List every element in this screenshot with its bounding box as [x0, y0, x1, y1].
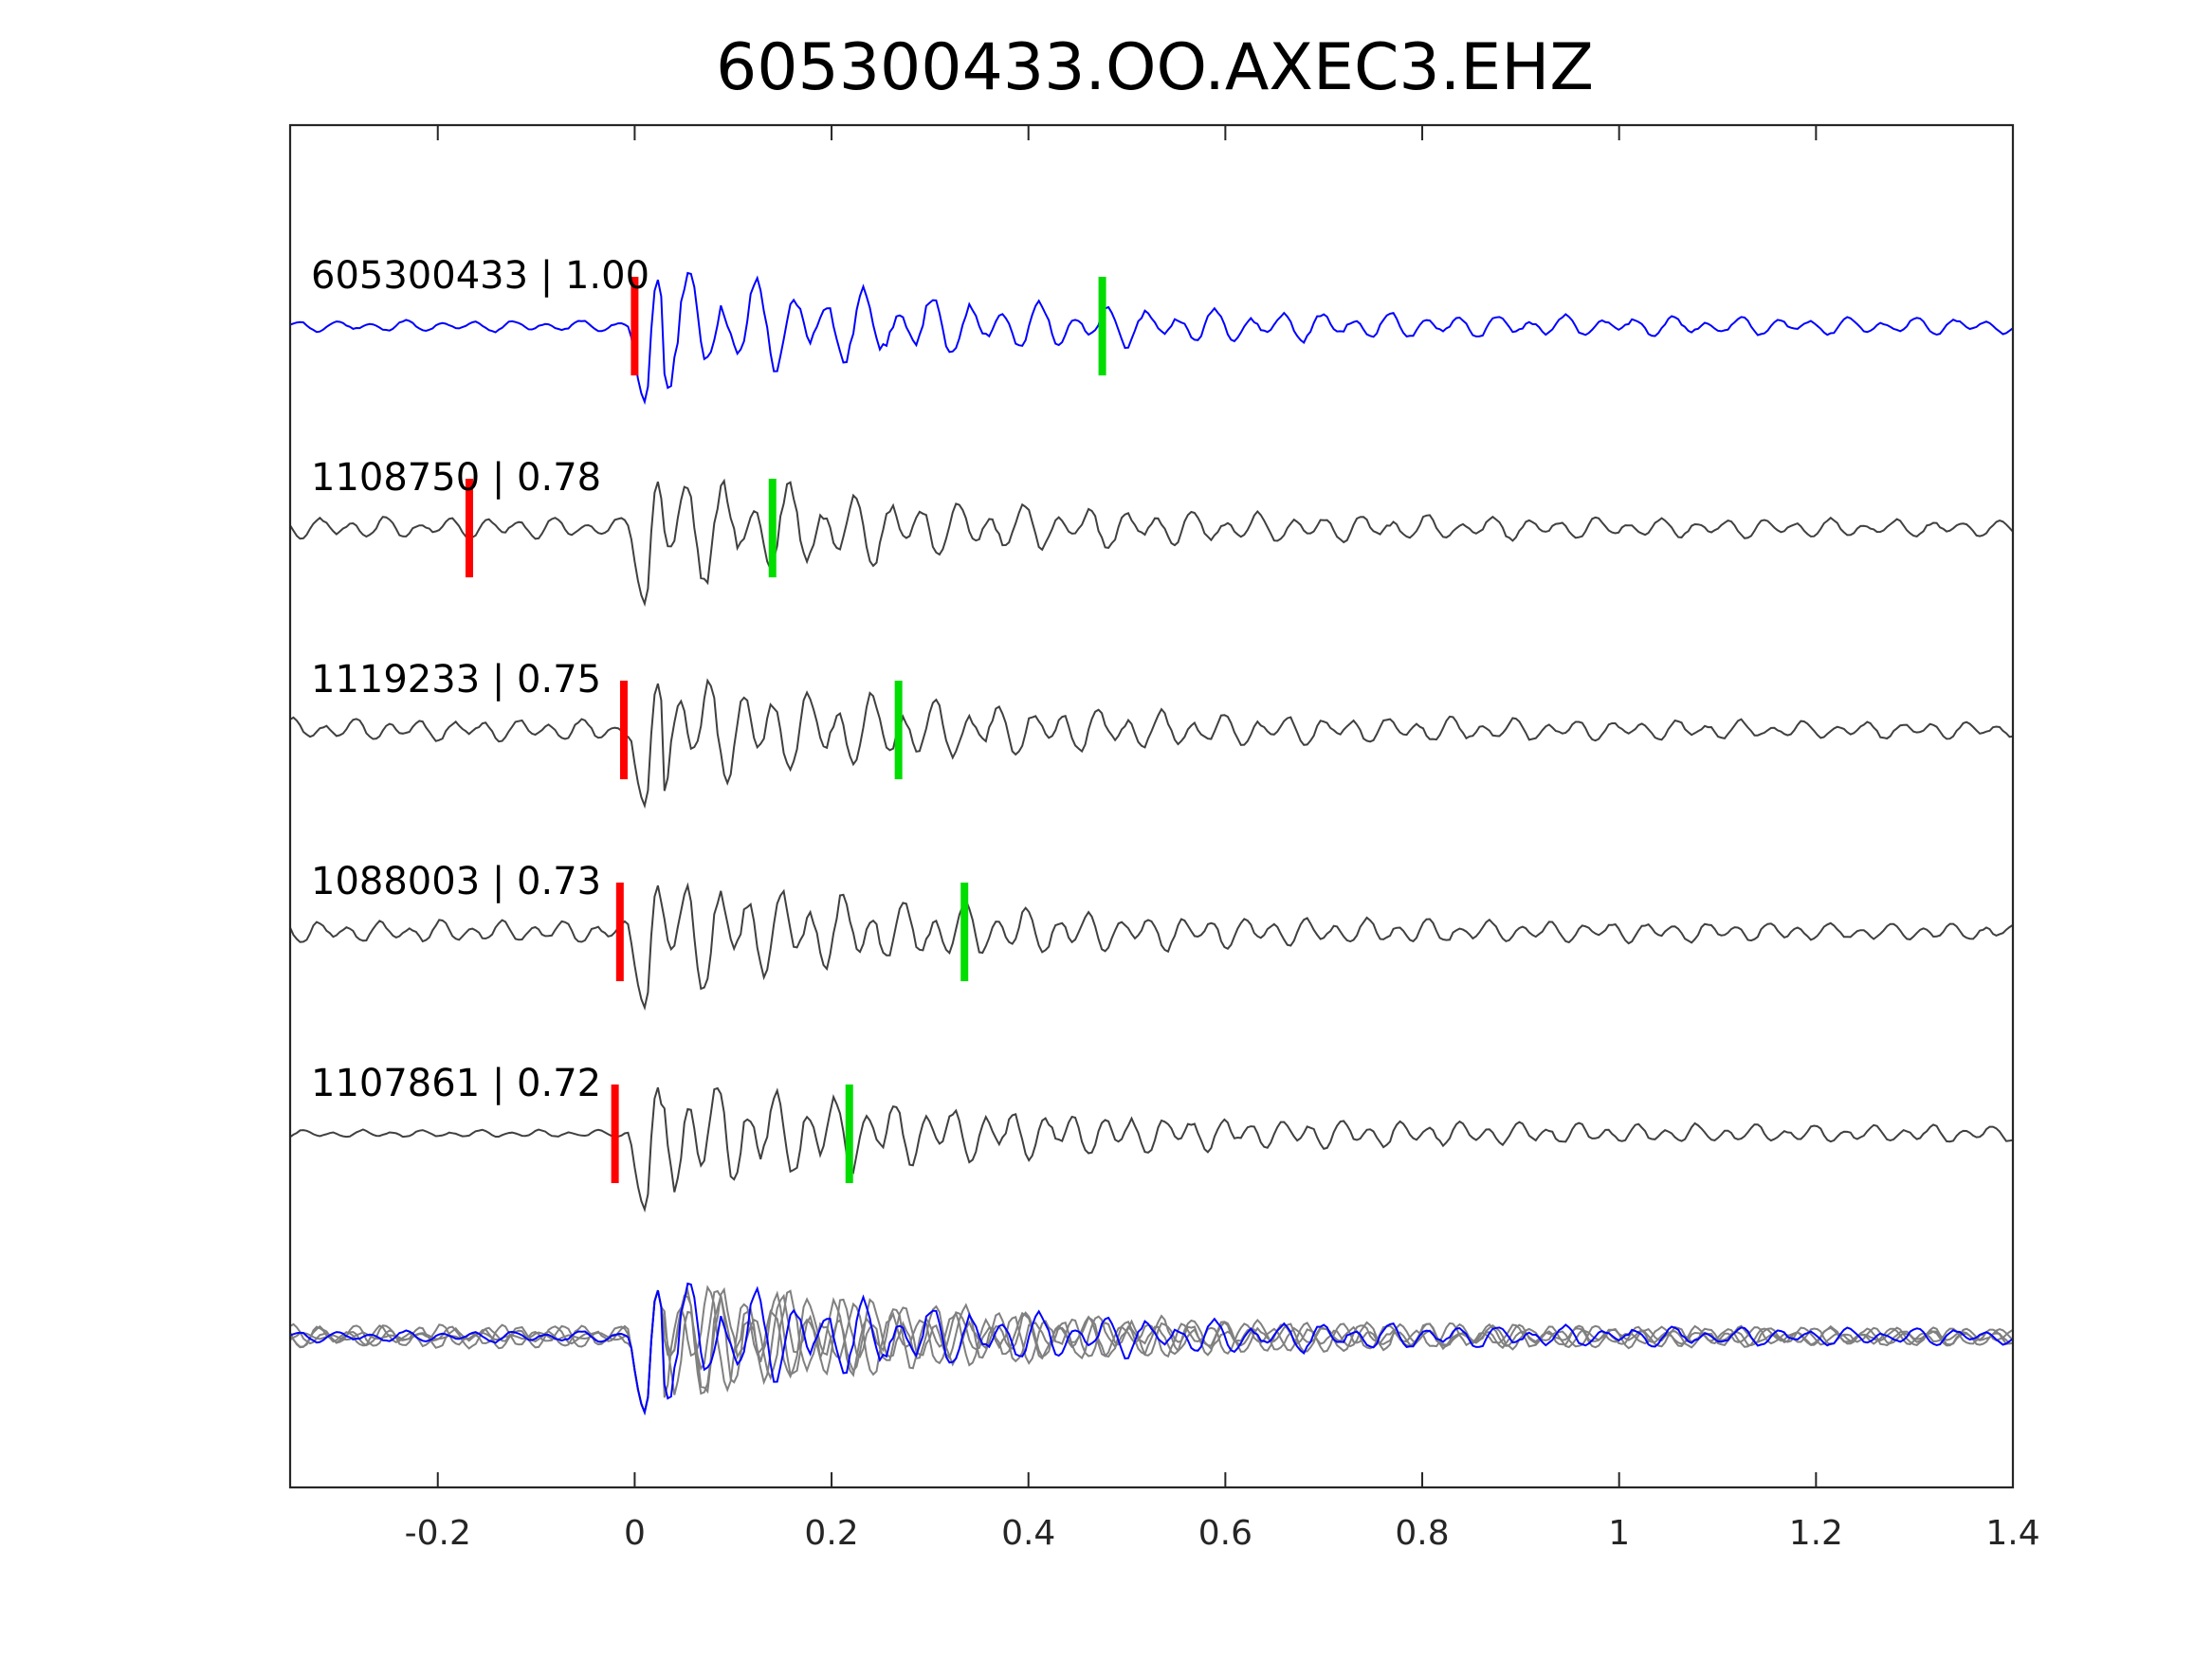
chart-title: 605300433.OO.AXEC3.EHZ	[716, 30, 1594, 105]
x-axis: -0.2 0 0.2 0.4 0.6 0.8 1 1.2 1.4	[405, 125, 2040, 1553]
trace-label-1088003: 1088003 | 0.73	[311, 860, 601, 903]
trace-line-1088003	[289, 882, 2014, 1012]
trace-line-1119233	[289, 678, 2014, 810]
picks-layer	[465, 277, 1106, 1183]
trace-line-605300433	[289, 271, 2014, 406]
x-tick-label: 0.2	[804, 1514, 858, 1553]
trace-line-1107861	[289, 1086, 2014, 1213]
traces-layer	[289, 271, 2014, 1416]
trace-label-1119233: 1119233 | 0.75	[311, 658, 601, 702]
overlay-trace-1088003	[289, 1286, 2014, 1416]
x-tick-label: 0.4	[1001, 1514, 1055, 1553]
plot-frame	[288, 123, 2015, 1489]
x-tick-label: 1.2	[1789, 1514, 1843, 1553]
trace-label-1108750: 1108750 | 0.78	[311, 456, 601, 500]
x-tick-label: 1	[1608, 1514, 1630, 1553]
x-tick-label: 0.6	[1198, 1514, 1252, 1553]
trace-label-605300433: 605300433 | 1.00	[311, 254, 649, 298]
trace-line-1108750	[289, 478, 2014, 608]
trace-label-1107861: 1107861 | 0.72	[311, 1062, 601, 1105]
x-tick-label: 1.4	[1985, 1514, 2039, 1553]
overlay-trace-605300433	[289, 1282, 2014, 1416]
overlay-trace-1107861	[289, 1289, 2014, 1416]
x-tick-label: 0	[624, 1514, 646, 1553]
x-tick-label: 0.8	[1395, 1514, 1449, 1553]
overlay-trace-1119233	[289, 1285, 2014, 1416]
x-tick-label: -0.2	[405, 1514, 471, 1553]
trace-labels: 605300433 | 1.00 1108750 | 0.78 1119233 | …	[311, 254, 649, 1105]
overlay-trace-1108750	[289, 1286, 2014, 1416]
